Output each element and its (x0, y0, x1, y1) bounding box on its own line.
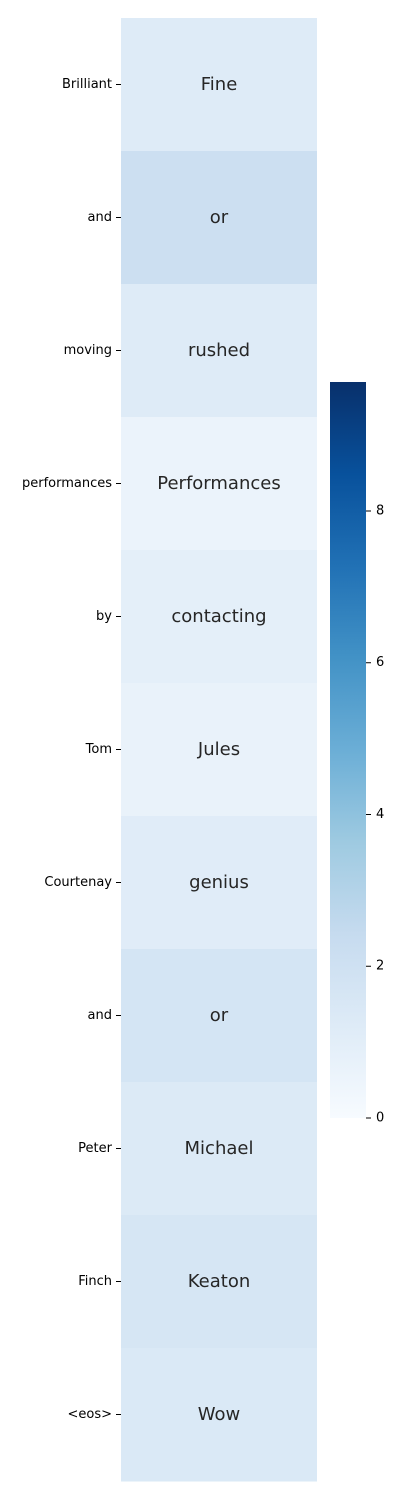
cell-annotation: Performances (157, 473, 280, 494)
cell-annotation: Wow (198, 1404, 240, 1425)
cell-annotation: Fine (201, 74, 238, 95)
heatmap-cell (121, 1215, 317, 1349)
cell-annotation: Jules (197, 739, 240, 760)
row-label: and (88, 1008, 112, 1023)
colorbar-tick-label: 4 (376, 807, 384, 822)
heatmap-cell (121, 683, 317, 817)
cell-annotation: Michael (185, 1138, 254, 1159)
cell-annotation: genius (189, 872, 249, 893)
row-label: performances (22, 476, 112, 491)
heatmap-cell (121, 816, 317, 950)
heatmap-cells (121, 18, 317, 1482)
colorbar: 0 2 4 6 8 (330, 382, 384, 1126)
row-label: Brilliant (62, 77, 112, 92)
heatmap-cell (121, 1082, 317, 1216)
heatmap-cell (121, 151, 317, 285)
heatmap-cell (121, 284, 317, 418)
cell-annotation: contacting (171, 606, 266, 627)
colorbar-tick-label: 6 (376, 655, 384, 670)
heatmap-cell (121, 550, 317, 684)
row-label: moving (64, 343, 112, 358)
heatmap-cell (121, 417, 317, 551)
cell-annotation: Keaton (188, 1271, 251, 1292)
row-labels: Brilliant and moving performances by Tom Court… (22, 77, 121, 1422)
row-label: Courtenay (44, 875, 112, 890)
heatmap-cell (121, 18, 317, 152)
colorbar-tick-label: 0 (376, 1111, 384, 1126)
cell-annotation: rushed (188, 340, 250, 361)
row-label: <eos> (67, 1407, 112, 1422)
row-label: by (96, 609, 112, 624)
row-label: Finch (78, 1274, 112, 1289)
colorbar-tick-label: 8 (376, 503, 384, 518)
row-label: and (88, 210, 112, 225)
heatmap-cell (121, 1348, 317, 1482)
row-label: Tom (85, 742, 112, 757)
row-label: Peter (78, 1141, 112, 1156)
heatmap-cell (121, 949, 317, 1083)
cell-annotation: or (210, 1005, 229, 1026)
colorbar-gradient (330, 382, 366, 1118)
cell-annotations: Fine or rushed Performances contacting Jules g… (157, 74, 280, 1425)
cell-annotation: or (210, 207, 229, 228)
colorbar-tick-label: 2 (376, 959, 384, 974)
